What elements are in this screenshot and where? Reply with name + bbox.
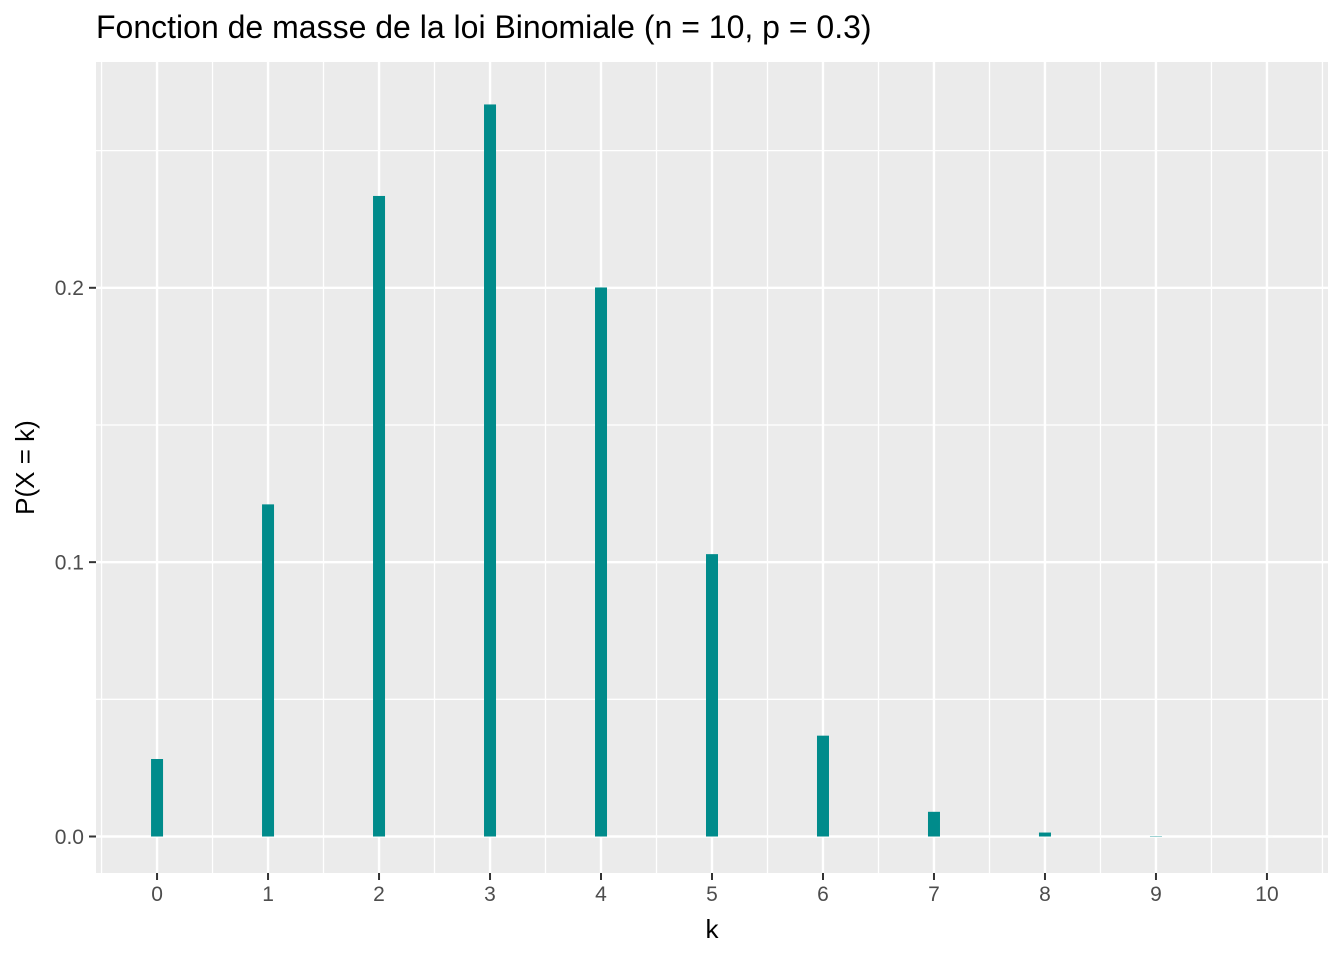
- y-tick-label: 0.1: [55, 552, 84, 575]
- bar: [151, 759, 164, 837]
- x-tick-label: 3: [484, 883, 496, 906]
- bar: [927, 811, 940, 837]
- x-tick-label: 6: [817, 883, 829, 906]
- bar: [262, 504, 275, 837]
- x-tick-label: 7: [928, 883, 940, 906]
- x-tick-label: 8: [1039, 883, 1051, 906]
- bar: [1038, 832, 1051, 837]
- bar: [706, 554, 718, 837]
- x-tick-label: 1: [262, 883, 274, 906]
- chart-title: Fonction de masse de la loi Binomiale (n…: [96, 9, 872, 45]
- x-tick-label: 2: [373, 883, 385, 906]
- y-tick-label: 0.2: [55, 277, 84, 300]
- bar: [484, 104, 497, 837]
- bar: [816, 735, 829, 837]
- x-tick-label: 5: [706, 883, 718, 906]
- x-tick-label: 9: [1150, 883, 1162, 906]
- x-tick-label: 4: [595, 883, 607, 906]
- x-axis-title: k: [706, 914, 720, 944]
- y-axis-title: P(X = k): [10, 420, 40, 515]
- y-tick-label: 0.0: [55, 826, 84, 849]
- bar: [373, 195, 386, 837]
- x-tick-label: 0: [151, 883, 163, 906]
- bar: [595, 287, 608, 837]
- x-tick-label: 10: [1255, 883, 1278, 906]
